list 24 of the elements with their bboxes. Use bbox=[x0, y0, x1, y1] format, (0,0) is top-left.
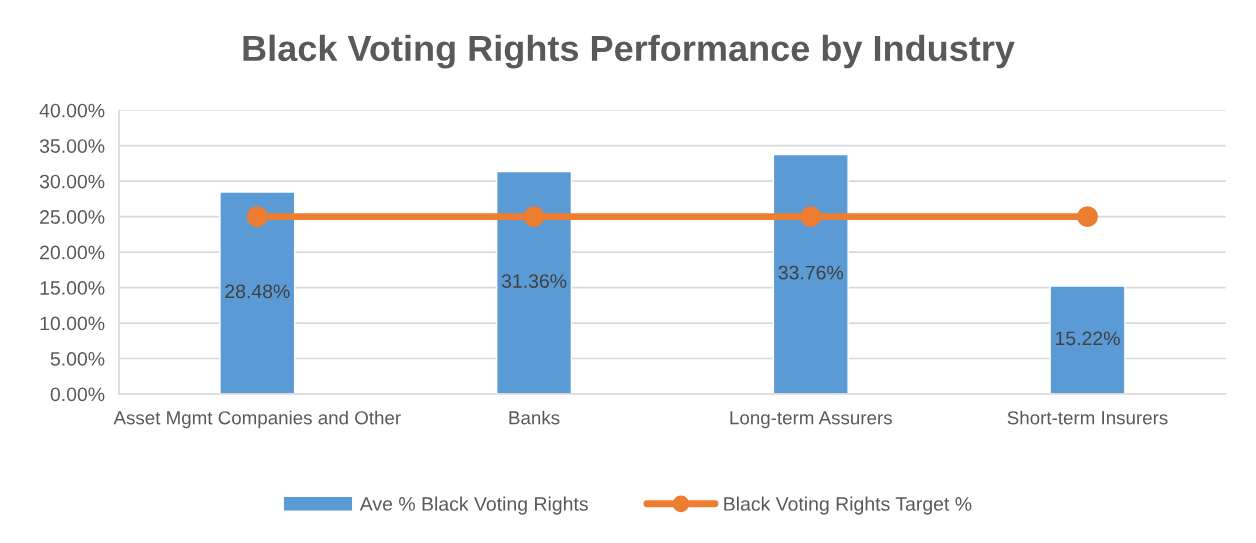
bar bbox=[219, 191, 296, 394]
y-tick-label: 30.00% bbox=[39, 174, 105, 189]
x-tick-label: Banks bbox=[509, 410, 560, 425]
y-tick-label: 0.00% bbox=[50, 387, 105, 402]
y-tick-label: 10.00% bbox=[40, 316, 105, 331]
data-label: 33.76% bbox=[778, 265, 844, 280]
x-tick-label: Short-term Insurers bbox=[1007, 410, 1168, 425]
data-label: 15.22% bbox=[1056, 331, 1120, 346]
bar bbox=[1049, 285, 1126, 394]
x-tick-label: Asset Mgmt Companies and Other bbox=[113, 410, 401, 429]
chart-title: Black Voting Rights Performance by Industry bbox=[243, 34, 1015, 69]
y-tick-label: 15.00% bbox=[40, 281, 105, 295]
legend-label: Ave % Black Voting Rights bbox=[359, 496, 588, 515]
x-tick-label: Long-term Assurers bbox=[730, 411, 892, 429]
y-tick-label: 35.00% bbox=[39, 139, 105, 153]
data-label: 28.48% bbox=[225, 284, 290, 299]
data-label: 31.36% bbox=[501, 274, 567, 288]
bar bbox=[772, 153, 849, 394]
y-tick-label: 40.00% bbox=[39, 103, 105, 118]
bar bbox=[495, 170, 573, 394]
legend-label: Black Voting Rights Target % bbox=[724, 496, 972, 515]
y-tick-label: 25.00% bbox=[40, 210, 105, 224]
y-tick-label: 5.00% bbox=[50, 352, 105, 366]
y-tick-label: 20.00% bbox=[40, 245, 105, 260]
